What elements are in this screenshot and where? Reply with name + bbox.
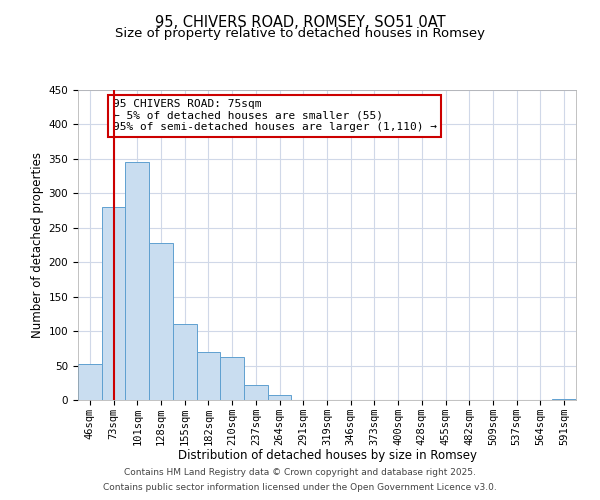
Bar — [197, 352, 220, 400]
Bar — [102, 207, 125, 400]
Bar — [149, 243, 173, 400]
Bar — [552, 398, 576, 400]
Y-axis label: Number of detached properties: Number of detached properties — [31, 152, 44, 338]
Bar — [125, 162, 149, 400]
Text: Contains HM Land Registry data © Crown copyright and database right 2025.: Contains HM Land Registry data © Crown c… — [124, 468, 476, 477]
Text: Size of property relative to detached houses in Romsey: Size of property relative to detached ho… — [115, 28, 485, 40]
Bar — [268, 395, 292, 400]
Text: 95, CHIVERS ROAD, ROMSEY, SO51 0AT: 95, CHIVERS ROAD, ROMSEY, SO51 0AT — [155, 15, 445, 30]
Bar — [173, 324, 197, 400]
Bar — [244, 385, 268, 400]
Text: 95 CHIVERS ROAD: 75sqm
← 5% of detached houses are smaller (55)
95% of semi-deta: 95 CHIVERS ROAD: 75sqm ← 5% of detached … — [113, 100, 437, 132]
Bar — [220, 356, 244, 400]
Bar — [78, 364, 102, 400]
X-axis label: Distribution of detached houses by size in Romsey: Distribution of detached houses by size … — [178, 450, 476, 462]
Text: Contains public sector information licensed under the Open Government Licence v3: Contains public sector information licen… — [103, 483, 497, 492]
